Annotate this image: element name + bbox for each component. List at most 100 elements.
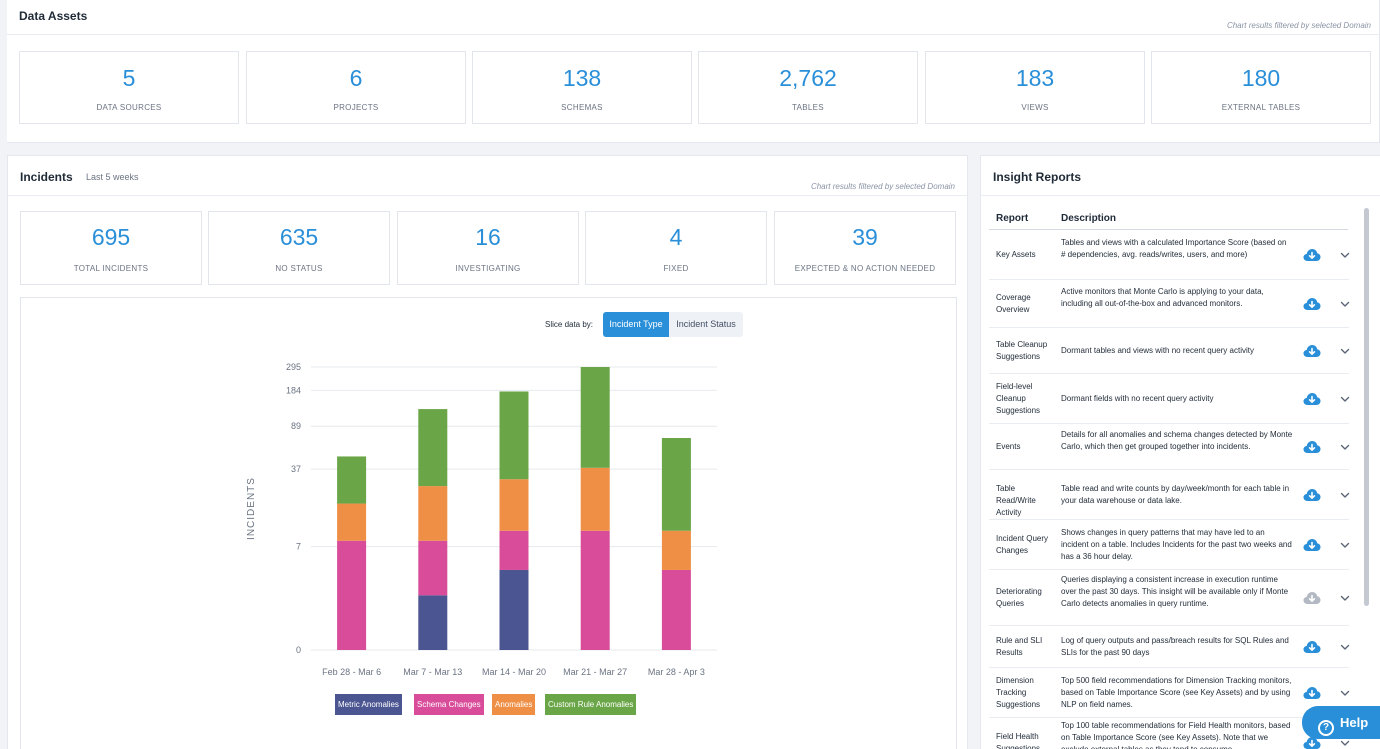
data-assets-panel: Data Assets Chart results filtered by se… xyxy=(7,0,1380,143)
stat-label: EXTERNAL TABLES xyxy=(1221,103,1301,112)
incidents-panel: Incidents Last 5 weeks Chart results fil… xyxy=(7,155,968,749)
cloud-download-icon[interactable] xyxy=(1303,640,1321,654)
report-name: Coverage Overview xyxy=(996,293,1031,314)
report-row[interactable]: Coverage Overview Active monitors that Mo… xyxy=(989,280,1351,328)
stat-expected-no-action[interactable]: 39 EXPECTED & NO ACTION NEEDED xyxy=(774,211,956,285)
chevron-down-icon[interactable] xyxy=(1339,641,1351,653)
chevron-down-icon[interactable] xyxy=(1339,592,1351,604)
report-row[interactable]: Table Read/Write Activity Table read and … xyxy=(989,470,1351,520)
bar-segment[interactable] xyxy=(580,467,610,531)
report-row[interactable]: Dimension Tracking Suggestions Top 500 fi… xyxy=(989,668,1351,718)
scrollbar[interactable] xyxy=(1364,208,1369,606)
data-assets-filter-note: Chart results filtered by selected Domai… xyxy=(1226,21,1371,30)
report-row[interactable]: Incident Query Changes Shows changes in q… xyxy=(989,520,1351,570)
stat-fixed[interactable]: 4 FIXED xyxy=(585,211,767,285)
chevron-down-icon[interactable] xyxy=(1339,539,1351,551)
stat-label: DATA SOURCES xyxy=(96,103,162,112)
y-axis-label: INCIDENTS xyxy=(246,477,257,540)
report-description: Tables and views with a calculated Impor… xyxy=(1061,238,1287,259)
slice-incident-type-button[interactable]: Incident Type xyxy=(603,312,669,337)
cloud-download-icon[interactable] xyxy=(1303,538,1321,552)
stat-value: 183 xyxy=(1015,65,1055,91)
report-row[interactable]: Table Cleanup Suggestions Dormant tables … xyxy=(989,328,1351,374)
report-name: Events xyxy=(996,442,1021,451)
bar-segment[interactable] xyxy=(418,595,448,650)
legend-metric-anomalies[interactable]: Metric Anomalies xyxy=(335,694,402,715)
bar-segment[interactable] xyxy=(580,367,610,468)
report-description: Top 100 table recommendations for Field … xyxy=(1061,721,1291,749)
stat-label: SCHEMAS xyxy=(561,103,603,112)
bar-segment[interactable] xyxy=(661,530,691,570)
chevron-down-icon[interactable] xyxy=(1339,345,1351,357)
stat-data-sources[interactable]: 5 DATA SOURCES xyxy=(19,51,239,124)
bar-segment[interactable] xyxy=(499,569,529,650)
chevron-down-icon[interactable] xyxy=(1339,737,1351,749)
report-row[interactable]: Deteriorating Queries Queries displaying … xyxy=(989,570,1351,626)
cloud-download-icon[interactable] xyxy=(1303,392,1321,406)
stat-total-incidents[interactable]: 695 TOTAL INCIDENTS xyxy=(20,211,202,285)
cloud-download-icon[interactable] xyxy=(1303,736,1321,749)
legend-custom-rule-anomalies[interactable]: Custom Rule Anomalies xyxy=(545,694,637,715)
stat-external-tables[interactable]: 180 EXTERNAL TABLES xyxy=(1151,51,1371,124)
stat-views[interactable]: 183 VIEWS xyxy=(925,51,1145,124)
bar-segment[interactable] xyxy=(337,456,367,504)
report-description: Log of query outputs and pass/breach res… xyxy=(1061,636,1289,657)
report-name: Rule and SLI Results xyxy=(996,636,1043,657)
stat-tables[interactable]: 2,762 TABLES xyxy=(698,51,918,124)
incidents-filter-note: Chart results filtered by selected Domai… xyxy=(810,182,955,191)
cloud-download-icon[interactable] xyxy=(1303,297,1321,311)
bar-segment[interactable] xyxy=(337,540,367,650)
report-row[interactable]: Field-level Cleanup Suggestions Dormant f… xyxy=(989,374,1351,424)
stat-investigating[interactable]: 16 INVESTIGATING xyxy=(397,211,579,285)
cloud-download-icon[interactable] xyxy=(1303,488,1321,502)
stat-value: 6 xyxy=(349,65,363,91)
bar-segment[interactable] xyxy=(418,540,448,596)
insight-reports-panel: Insight Reports Report Description Key A… xyxy=(980,155,1380,749)
bar-segment[interactable] xyxy=(499,530,529,570)
x-tick-label: Mar 14 - Mar 20 xyxy=(482,667,546,677)
bar-segment[interactable] xyxy=(661,569,691,650)
bar-segment[interactable] xyxy=(580,530,610,650)
stat-projects[interactable]: 6 PROJECTS xyxy=(246,51,466,124)
bar-segment[interactable] xyxy=(418,409,448,487)
chevron-down-icon[interactable] xyxy=(1339,489,1351,501)
bar-segment[interactable] xyxy=(661,438,691,531)
report-row[interactable]: Key Assets Tables and views with a calcul… xyxy=(989,230,1351,280)
stat-schemas[interactable]: 138 SCHEMAS xyxy=(472,51,692,124)
bar-segment[interactable] xyxy=(418,486,448,541)
chevron-down-icon[interactable] xyxy=(1339,249,1351,261)
report-row[interactable]: Rule and SLI Results Log of query outputs… xyxy=(989,626,1351,668)
chevron-down-icon[interactable] xyxy=(1339,687,1351,699)
slice-incident-status-button[interactable]: Incident Status xyxy=(669,312,743,337)
chevron-down-icon[interactable] xyxy=(1339,393,1351,405)
report-row[interactable]: Events Details for all anomalies and sche… xyxy=(989,424,1351,470)
bar-segment[interactable] xyxy=(337,503,367,541)
report-description: Top 500 field recommendations for Dimens… xyxy=(1061,676,1292,709)
chevron-down-icon[interactable] xyxy=(1339,298,1351,310)
cloud-download-icon[interactable] xyxy=(1303,686,1321,700)
bar-segment[interactable] xyxy=(499,391,529,480)
stat-label: NO STATUS xyxy=(275,264,323,273)
incidents-chart: Slice data by: Incident Type Incident St… xyxy=(20,297,957,749)
cloud-download-icon[interactable] xyxy=(1303,440,1321,454)
help-button[interactable]: ? Help xyxy=(1302,706,1380,739)
legend-anomalies[interactable]: Anomalies xyxy=(492,694,536,715)
x-tick-label: Mar 21 - Mar 27 xyxy=(563,667,627,677)
cloud-download-icon xyxy=(1303,592,1321,604)
report-description: Table read and write counts by day/week/… xyxy=(1061,484,1290,505)
stat-value: 39 xyxy=(852,224,878,250)
y-tick-label: 7 xyxy=(296,542,301,552)
stat-value: 4 xyxy=(669,224,683,250)
report-name: Field Health Suggestions xyxy=(996,732,1041,749)
divider xyxy=(8,195,967,196)
report-name: Deteriorating Queries xyxy=(996,587,1042,608)
legend-schema-changes[interactable]: Schema Changes xyxy=(414,694,484,715)
cloud-download-icon[interactable] xyxy=(1303,248,1321,262)
chevron-down-icon[interactable] xyxy=(1339,441,1351,453)
report-row[interactable]: Field Health Suggestions Top 100 table re… xyxy=(989,718,1351,749)
bar-segment[interactable] xyxy=(499,479,529,531)
stat-no-status[interactable]: 635 NO STATUS xyxy=(208,211,390,285)
stat-value: 180 xyxy=(1241,65,1281,91)
cloud-download-icon[interactable] xyxy=(1303,344,1321,358)
stat-label: FIXED xyxy=(663,264,689,273)
